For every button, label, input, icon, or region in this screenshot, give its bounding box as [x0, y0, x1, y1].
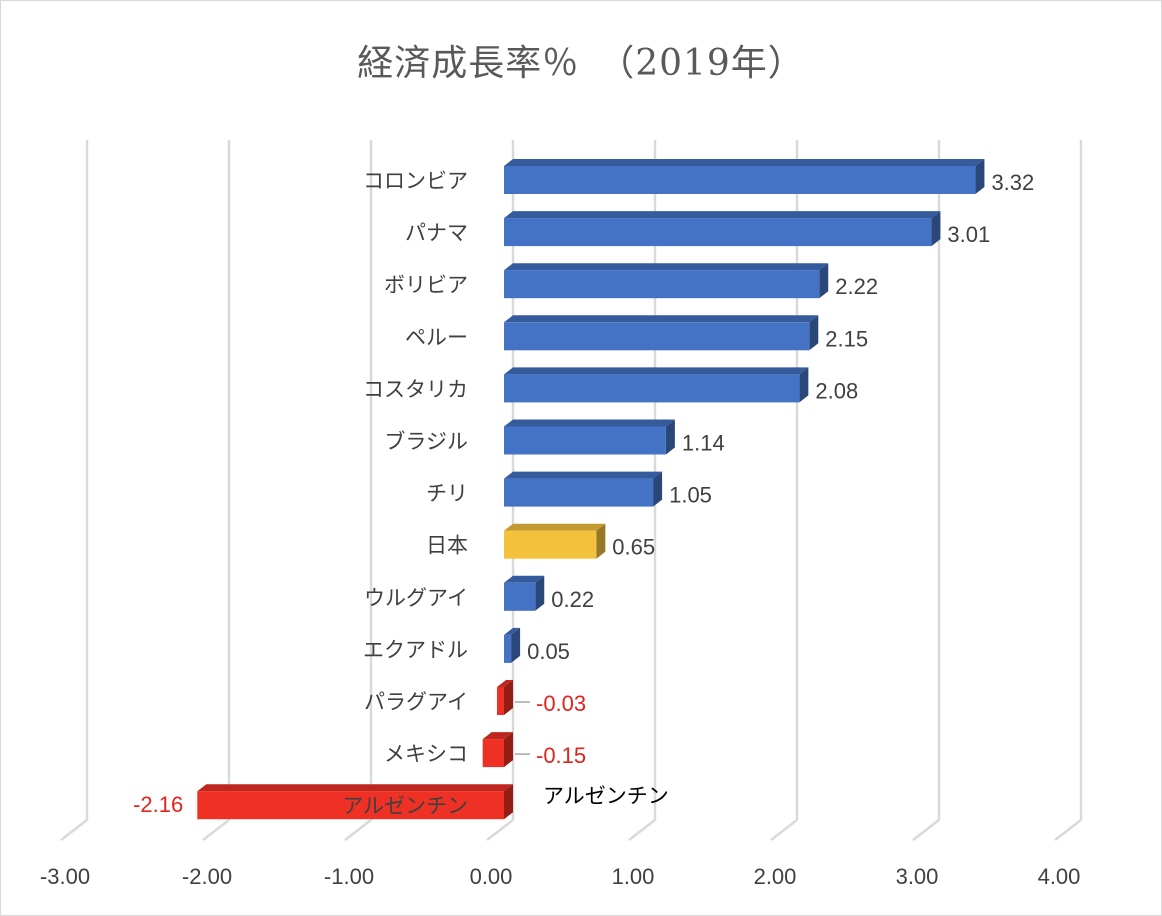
bar-top: [504, 367, 809, 375]
value-label: 3.32: [991, 170, 1034, 195]
bar: [504, 322, 810, 351]
x-tick-label: -3.00: [40, 864, 90, 889]
x-tick-label: -1.00: [324, 864, 374, 889]
category-label: ウルグアイ: [364, 586, 468, 610]
bar: [504, 530, 597, 559]
x-tick-label: 1.00: [612, 864, 655, 889]
bar-side: [511, 627, 521, 663]
bar-side: [931, 211, 941, 247]
gridline-floor: [912, 819, 940, 841]
value-label: -0.03: [536, 691, 586, 716]
category-label: パラグアイ: [364, 690, 468, 714]
bar: [482, 739, 504, 768]
category-label: メキシコ: [384, 742, 468, 766]
category-label: コロンビア: [363, 169, 468, 193]
bar-side: [504, 732, 513, 768]
bar: [504, 426, 666, 455]
bar-top: [504, 471, 663, 479]
value-label: 0.22: [551, 587, 594, 612]
bar-top: [504, 575, 545, 583]
bar: [497, 687, 504, 715]
category-label: ボリビア: [384, 273, 468, 297]
x-tick-label: 0.00: [470, 864, 513, 889]
value-label: -2.16: [133, 792, 183, 817]
value-label: 1.05: [669, 483, 712, 508]
bar-side: [665, 419, 675, 455]
gridline-floor: [770, 819, 798, 841]
annotation-label: アルゼンチン: [543, 784, 669, 808]
bar-side: [535, 575, 545, 611]
bar-top: [197, 784, 513, 792]
value-label: 0.65: [612, 535, 655, 560]
gridline-floor: [628, 819, 656, 841]
bar-top: [504, 159, 985, 166]
category-label: パナマ: [405, 221, 468, 245]
bar-top: [504, 315, 819, 323]
bar: [504, 374, 800, 403]
value-label: 2.22: [835, 274, 878, 299]
gridline-floor: [1054, 819, 1082, 841]
bar-top: [504, 523, 606, 531]
value-label: -0.15: [536, 743, 586, 768]
bar: [504, 478, 654, 507]
value-label: 0.05: [527, 639, 570, 664]
x-tick-label: 3.00: [896, 864, 939, 889]
bar-top: [504, 627, 521, 635]
bar-side: [809, 315, 819, 351]
bar-side: [653, 471, 663, 507]
gridline-floor: [344, 819, 372, 841]
bar-side: [504, 680, 513, 715]
bar: [504, 270, 820, 299]
bar: [504, 634, 512, 663]
bar-side: [799, 367, 809, 403]
value-label: 2.08: [815, 378, 858, 403]
bar-top: [497, 680, 513, 687]
bar-top: [504, 211, 941, 219]
bar-top: [504, 263, 829, 271]
bar-side: [819, 263, 829, 299]
category-label: コスタリカ: [363, 377, 468, 401]
category-label: チリ: [426, 482, 468, 506]
bar-top: [482, 732, 513, 740]
x-tick-label: 4.00: [1038, 864, 1081, 889]
bar-side: [975, 159, 985, 194]
category-label: ペルー: [405, 325, 468, 349]
bar-top: [504, 419, 675, 427]
gridline-floor: [60, 819, 88, 841]
value-label: 3.01: [947, 222, 990, 247]
category-label: アルゼンチン: [342, 794, 468, 818]
category-label: ブラジル: [384, 430, 468, 454]
chart-title: 経済成長率％ （2019年）: [357, 43, 805, 84]
bar-side: [504, 784, 513, 820]
bar: [197, 791, 504, 820]
value-label: 1.14: [682, 431, 725, 456]
x-tick-label: -2.00: [182, 864, 232, 889]
bar: [504, 166, 976, 194]
category-label: 日本: [426, 534, 468, 558]
bar-side: [596, 523, 606, 559]
category-label: エクアドル: [363, 638, 468, 662]
x-tick-label: 2.00: [754, 864, 797, 889]
gridline-floor: [486, 819, 514, 841]
gridline-floor: [202, 819, 230, 841]
bar: [504, 582, 536, 611]
bar: [504, 218, 932, 247]
value-label: 2.15: [825, 326, 868, 351]
